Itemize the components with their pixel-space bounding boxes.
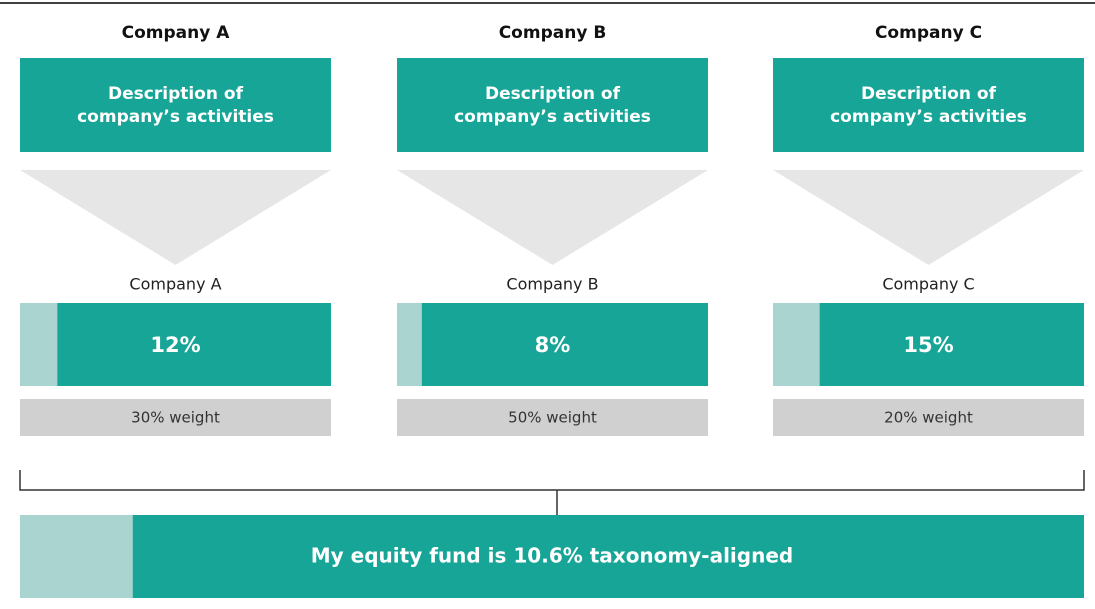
fund-bar xyxy=(20,515,1084,598)
fund-aligned xyxy=(20,515,133,598)
fund-text: My equity fund is 10.6% taxonomy-aligned xyxy=(311,544,793,568)
share-bar xyxy=(773,303,1084,386)
description: Description of company’s activities xyxy=(454,84,651,127)
description-box xyxy=(397,58,708,152)
arrow-triangle xyxy=(773,170,1084,265)
share-label: 8% xyxy=(535,333,571,357)
description: Description of company’s activities xyxy=(830,84,1027,127)
description: Description of company’s activities xyxy=(77,84,274,127)
arrow-triangle xyxy=(397,170,708,265)
weight-box xyxy=(397,399,708,436)
share-aligned xyxy=(397,303,422,386)
company-label: Company B xyxy=(506,275,598,294)
description-box xyxy=(773,58,1084,152)
arrow-triangle xyxy=(20,170,331,265)
share-aligned xyxy=(773,303,820,386)
weight-label: 20% weight xyxy=(884,409,973,427)
weight-label: 50% weight xyxy=(508,409,597,427)
description-box xyxy=(20,58,331,152)
company-name: Company C xyxy=(875,23,982,43)
company-label: Company A xyxy=(129,275,221,294)
share-label: 15% xyxy=(903,333,953,357)
share-bar xyxy=(20,303,331,386)
bracket xyxy=(19,470,1085,515)
company-name: Company B xyxy=(499,23,607,43)
weight-box xyxy=(773,399,1084,436)
share-label: 12% xyxy=(150,333,200,357)
company-name: Company A xyxy=(122,23,231,43)
weight-label: 30% weight xyxy=(131,409,220,427)
share-aligned xyxy=(20,303,58,386)
company-label: Company C xyxy=(882,275,974,294)
share-bar xyxy=(397,303,708,386)
weight-box xyxy=(20,399,331,436)
